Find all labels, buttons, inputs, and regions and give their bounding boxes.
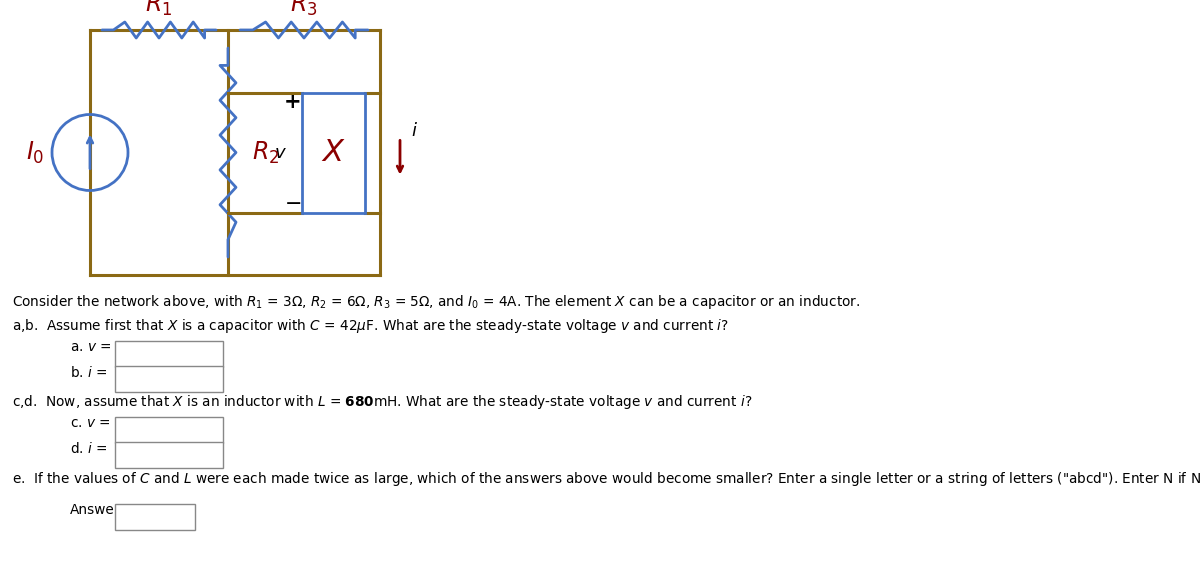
Text: c,d.  Now, assume that $X$ is an inductor with $L$ = $\mathbf{680}$mH. What are : c,d. Now, assume that $X$ is an inductor… (12, 393, 752, 411)
Text: Answer:: Answer: (70, 503, 125, 517)
Text: a,b.  Assume first that $X$ is a capacitor with $C$ = 42$\mu$F. What are the ste: a,b. Assume first that $X$ is a capacito… (12, 317, 728, 335)
Text: $R_1$: $R_1$ (145, 0, 173, 18)
Text: $I_0$: $I_0$ (25, 139, 44, 166)
Bar (115, 504, 194, 530)
Text: d. $i$ =: d. $i$ = (70, 441, 108, 456)
Text: $-$: $-$ (284, 192, 301, 212)
Text: $R_2$: $R_2$ (252, 139, 280, 166)
Text: c. $v$ =: c. $v$ = (70, 416, 110, 430)
Bar (302, 92, 365, 212)
Bar (115, 442, 223, 468)
Text: e.  If the values of $C$ and $L$ were each made twice as large, which of the ans: e. If the values of $C$ and $L$ were eac… (12, 470, 1200, 488)
Text: $R_3$: $R_3$ (290, 0, 318, 18)
Text: $v$: $v$ (274, 143, 287, 161)
Bar (115, 341, 223, 367)
Text: b. $i$ =: b. $i$ = (70, 365, 108, 380)
Text: $X$: $X$ (322, 138, 346, 167)
Text: +: + (284, 92, 302, 112)
Text: $i$: $i$ (410, 122, 418, 139)
Bar (115, 417, 223, 443)
Text: Consider the network above, with $R_1$ = 3$\Omega$, $R_2$ = 6$\Omega$, $R_3$ = 5: Consider the network above, with $R_1$ =… (12, 293, 860, 311)
Bar (115, 366, 223, 392)
Text: a. $v$ =: a. $v$ = (70, 340, 112, 354)
